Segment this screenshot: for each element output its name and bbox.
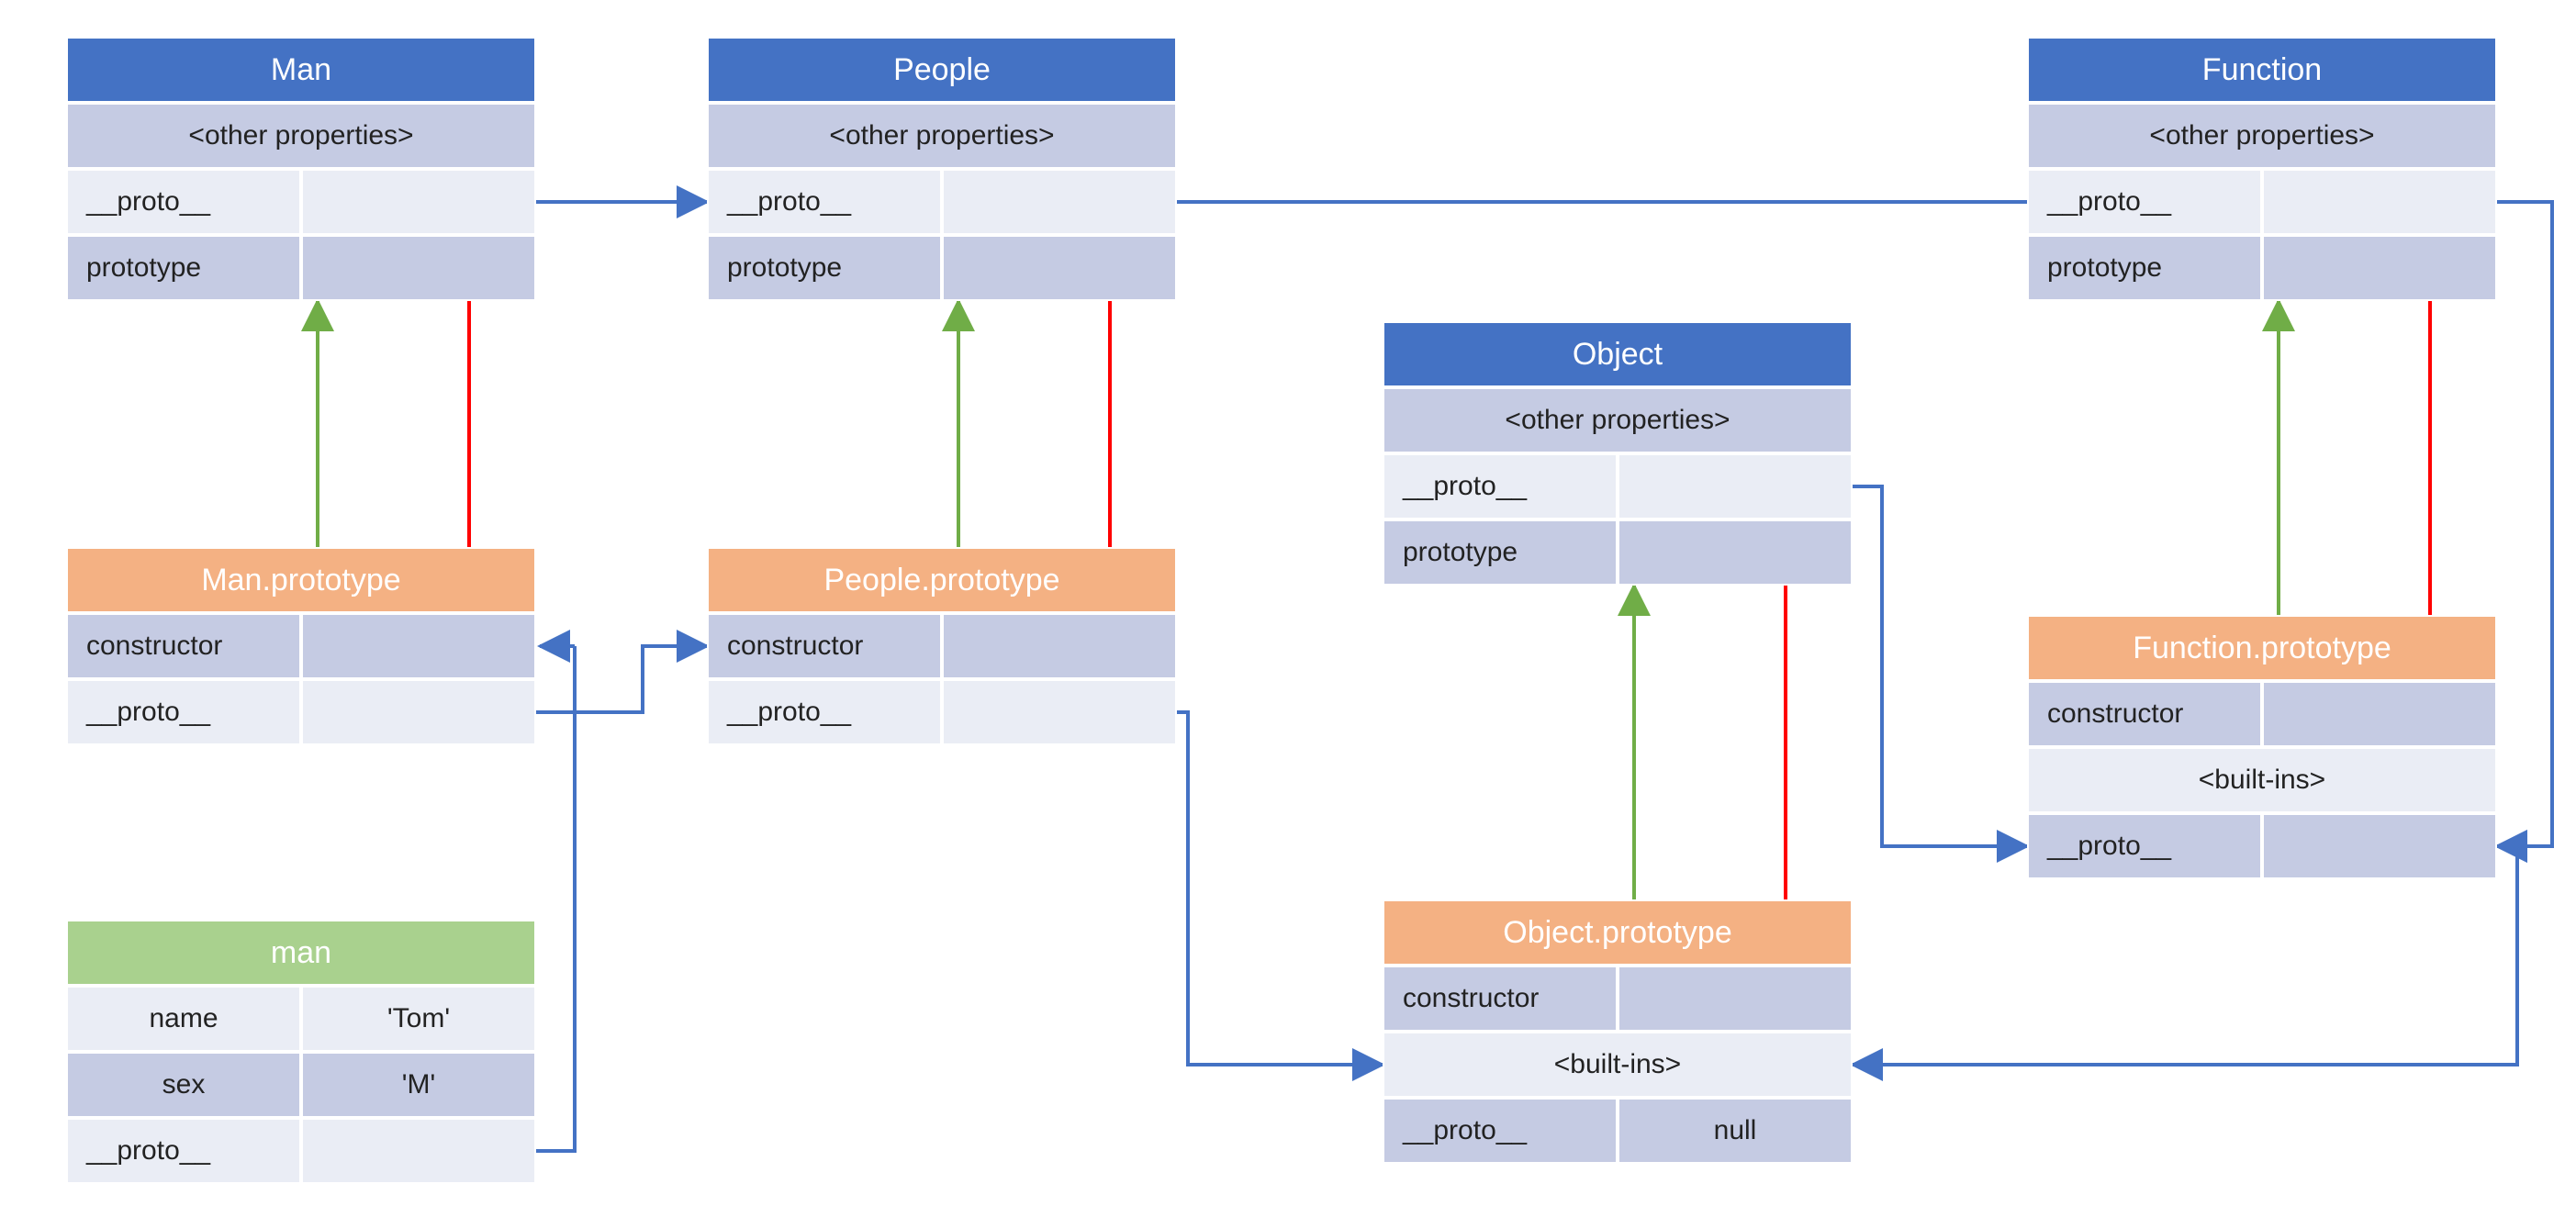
row-value — [2262, 235, 2497, 301]
row-key: sex — [66, 1052, 301, 1118]
box-Object: Object<other properties>__proto__prototy… — [1383, 321, 1853, 586]
box-row: <other properties> — [1383, 387, 1853, 453]
box-man: manname'Tom'sex'M'__proto__ — [66, 920, 536, 1184]
row-key: __proto__ — [66, 1118, 301, 1184]
row-value — [301, 169, 536, 235]
row-full-label: <other properties> — [66, 103, 536, 169]
row-key: __proto__ — [66, 169, 301, 235]
row-key: prototype — [2027, 235, 2262, 301]
box-Function: Function<other properties>__proto__proto… — [2027, 37, 2497, 301]
row-value — [1618, 519, 1853, 586]
row-value — [942, 235, 1177, 301]
box-title: man — [66, 920, 536, 986]
row-value — [942, 679, 1177, 745]
row-value — [1618, 453, 1853, 519]
row-key: constructor — [66, 613, 301, 679]
box-row: <other properties> — [66, 103, 536, 169]
box-PeopleProto: People.prototypeconstructor__proto__ — [707, 547, 1177, 745]
box-row: __proto__ — [2027, 169, 2497, 235]
row-key: __proto__ — [2027, 813, 2262, 879]
row-key: prototype — [66, 235, 301, 301]
row-full-label: <other properties> — [707, 103, 1177, 169]
box-row: __proto__ — [2027, 813, 2497, 879]
box-row: __proto__ — [707, 169, 1177, 235]
prototype-chain-diagram: Man<other properties>__proto__prototypeM… — [0, 0, 2576, 1206]
row-value: null — [1618, 1098, 1853, 1164]
box-row: prototype — [2027, 235, 2497, 301]
row-key: name — [66, 986, 301, 1052]
box-ManProto: Man.prototypeconstructor__proto__ — [66, 547, 536, 745]
box-People: People<other properties>__proto__prototy… — [707, 37, 1177, 301]
box-row: <other properties> — [707, 103, 1177, 169]
box-row: <built-ins> — [2027, 747, 2497, 813]
box-title: Object — [1383, 321, 1853, 387]
row-key: __proto__ — [2027, 169, 2262, 235]
box-ObjectProto: Object.prototypeconstructor<built-ins>__… — [1383, 899, 1853, 1164]
row-value — [942, 169, 1177, 235]
row-value — [2262, 813, 2497, 879]
box-title: Object.prototype — [1383, 899, 1853, 966]
row-full-label: <other properties> — [2027, 103, 2497, 169]
row-value: 'M' — [301, 1052, 536, 1118]
row-value — [301, 679, 536, 745]
box-title: Function — [2027, 37, 2497, 103]
box-row: prototype — [1383, 519, 1853, 586]
box-row: __proto__null — [1383, 1098, 1853, 1164]
box-row: __proto__ — [66, 1118, 536, 1184]
box-row: constructor — [2027, 681, 2497, 747]
row-full-label: <built-ins> — [1383, 1032, 1853, 1098]
box-row: sex'M' — [66, 1052, 536, 1118]
box-Man: Man<other properties>__proto__prototype — [66, 37, 536, 301]
box-title: Function.prototype — [2027, 615, 2497, 681]
row-value — [2262, 681, 2497, 747]
box-row: name'Tom' — [66, 986, 536, 1052]
box-FunctionProto: Function.prototypeconstructor<built-ins>… — [2027, 615, 2497, 879]
row-key: __proto__ — [66, 679, 301, 745]
row-key: constructor — [1383, 966, 1618, 1032]
box-row: __proto__ — [66, 169, 536, 235]
row-value — [301, 235, 536, 301]
box-row: constructor — [1383, 966, 1853, 1032]
box-row: prototype — [66, 235, 536, 301]
row-full-label: <other properties> — [1383, 387, 1853, 453]
box-row: <built-ins> — [1383, 1032, 1853, 1098]
row-value: 'Tom' — [301, 986, 536, 1052]
row-value — [942, 613, 1177, 679]
box-row: __proto__ — [1383, 453, 1853, 519]
box-row: prototype — [707, 235, 1177, 301]
row-value — [301, 613, 536, 679]
box-title: People.prototype — [707, 547, 1177, 613]
box-title: Man.prototype — [66, 547, 536, 613]
row-full-label: <built-ins> — [2027, 747, 2497, 813]
row-value — [1618, 966, 1853, 1032]
box-row: constructor — [66, 613, 536, 679]
box-title: People — [707, 37, 1177, 103]
box-row: __proto__ — [707, 679, 1177, 745]
row-key: __proto__ — [1383, 1098, 1618, 1164]
row-key: __proto__ — [707, 679, 942, 745]
box-title: Man — [66, 37, 536, 103]
row-key: __proto__ — [707, 169, 942, 235]
row-key: prototype — [707, 235, 942, 301]
row-key: constructor — [707, 613, 942, 679]
row-value — [301, 1118, 536, 1184]
box-row: <other properties> — [2027, 103, 2497, 169]
row-value — [2262, 169, 2497, 235]
row-key: prototype — [1383, 519, 1618, 586]
box-row: __proto__ — [66, 679, 536, 745]
row-key: constructor — [2027, 681, 2262, 747]
row-key: __proto__ — [1383, 453, 1618, 519]
box-row: constructor — [707, 613, 1177, 679]
